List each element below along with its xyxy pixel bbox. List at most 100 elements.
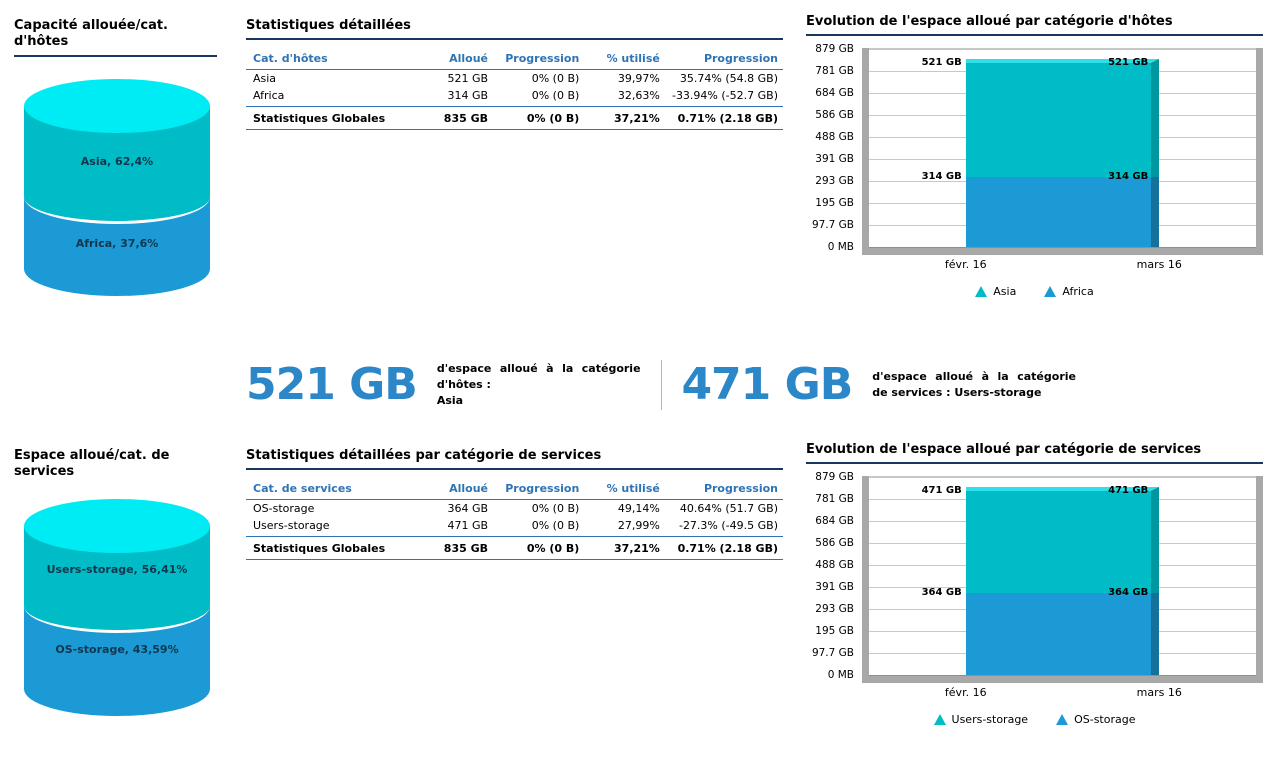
- y-tick: 391 GB: [815, 581, 854, 594]
- bar-value-label: 314 GB: [1108, 170, 1149, 182]
- bar-value-label: 364 GB: [1108, 587, 1149, 599]
- cell: -27.3% (-49.5 GB): [664, 517, 783, 538]
- table-row-global-stats: Statistiques Globales 835 GB 0% (0 B) 37…: [246, 536, 783, 561]
- services-evolution-title: Evolution de l'espace alloué par catégor…: [806, 442, 1263, 465]
- legend-item-africa: Africa: [1044, 285, 1094, 298]
- col-header-used: % utilisé: [584, 49, 665, 71]
- hosts-stats-table: Cat. d'hôtes Alloué Progression % utilis…: [246, 49, 783, 131]
- hosts-allocated-caption: d'espace alloué à la catégorie d'hôtes :…: [436, 362, 641, 407]
- table-header-row: Cat. de services Alloué Progression % ut…: [246, 479, 783, 501]
- y-axis-ticks: 879 GB 781 GB 684 GB 586 GB 488 GB 391 G…: [806, 43, 862, 253]
- cell: 0.71% (2.18 GB): [664, 536, 783, 561]
- bar-value-label: 521 GB: [1108, 57, 1149, 69]
- services-pie-title: Espace alloué/cat. de services: [14, 448, 170, 480]
- y-tick: 684 GB: [815, 87, 854, 100]
- hosts-table-title: Statistiques détaillées: [246, 18, 783, 41]
- col-header-used: % utilisé: [584, 479, 665, 501]
- right-wall: [1256, 476, 1263, 677]
- pie-top-face: [24, 78, 210, 133]
- y-tick: 195 GB: [815, 197, 854, 210]
- plot-area: 521 GB 521 GB 314 GB 314 GB: [862, 48, 1263, 256]
- cell: 0.71% (2.18 GB): [664, 106, 783, 131]
- services-allocated-caption: d'espace alloué à la catégorie de servic…: [872, 370, 1076, 399]
- table-row-os-storage: OS-storage 364 GB 0% (0 B) 49,14% 40.64%…: [246, 500, 783, 518]
- plot-grid: 471 GB 471 GB 364 GB 364 GB: [869, 476, 1256, 677]
- cell: Statistiques Globales: [246, 106, 413, 131]
- services-allocated-value: 471 GB: [681, 359, 853, 410]
- legend-marker-icon: [1044, 286, 1057, 298]
- cell: 521 GB: [447, 72, 489, 86]
- bar-value-label: 471 GB: [1108, 485, 1149, 497]
- col-header-allocated: Alloué: [412, 479, 494, 501]
- left-wall: [862, 48, 869, 249]
- legend-item-users-storage: Users-storage: [933, 713, 1028, 726]
- cell: OS-storage: [253, 502, 315, 516]
- services-pie-panel: Espace alloué/cat. de services Users-sto…: [14, 448, 217, 721]
- cell: 32,63%: [584, 87, 665, 108]
- col-header-allocated: Alloué: [412, 49, 494, 71]
- col-header-progression: Progression: [493, 49, 585, 71]
- services-stats-table: Cat. de services Alloué Progression % ut…: [246, 479, 783, 561]
- col-header-progression: Progression: [493, 479, 585, 501]
- hosts-pie-chart: Asia, 62,4% Africa, 37,6%: [24, 78, 210, 301]
- hosts-evolution-chart: 879 GB 781 GB 684 GB 586 GB 488 GB 391 G…: [806, 43, 1263, 256]
- y-tick: 97.7 GB: [811, 647, 854, 660]
- cell: 364 GB: [447, 502, 489, 516]
- legend-item-asia: Asia: [975, 285, 1016, 298]
- bar-segment-users-storage: 471 GB 471 GB: [922, 485, 1160, 594]
- cell: 471 GB: [412, 517, 494, 538]
- y-tick: 293 GB: [815, 603, 854, 616]
- cell: 37,21%: [584, 536, 665, 561]
- legend-label: Asia: [993, 285, 1017, 299]
- pie-top-face: [24, 498, 210, 553]
- hosts-evolution-panel: Evolution de l'espace alloué par catégor…: [806, 14, 1263, 298]
- x-tick: mars 16: [1136, 258, 1182, 272]
- stats-divider: [660, 360, 662, 410]
- hosts-evolution-title: Evolution de l'espace alloué par catégor…: [806, 14, 1263, 37]
- cell: 49,14%: [617, 502, 660, 516]
- y-tick: 781 GB: [815, 493, 854, 506]
- bar-value-label: 521 GB: [921, 57, 962, 69]
- y-tick: 0 MB: [827, 669, 854, 682]
- cell: Asia: [253, 72, 277, 86]
- y-tick: 391 GB: [815, 153, 854, 166]
- pie-label-os-storage: OS-storage, 43,59%: [55, 642, 179, 656]
- cell: 0% (0 B): [493, 536, 585, 561]
- cell: 40.64% (51.7 GB): [679, 502, 778, 516]
- col-header-progression-2: Progression: [664, 49, 783, 71]
- cell: Users-storage: [246, 517, 413, 538]
- bar-value-label: 314 GB: [921, 170, 962, 182]
- cell: -33.94% (-52.7 GB): [664, 87, 783, 108]
- plot-grid: 521 GB 521 GB 314 GB 314 GB: [869, 48, 1256, 249]
- table-row-asia: Asia 521 GB 0% (0 B) 39,97% 35.74% (54.8…: [246, 70, 783, 88]
- y-tick: 293 GB: [815, 175, 854, 188]
- table-row-africa: Africa 314 GB 0% (0 B) 32,63% -33.94% (-…: [246, 87, 783, 108]
- hosts-table-panel: Statistiques détaillées Cat. d'hôtes All…: [246, 18, 783, 131]
- services-pie-chart: Users-storage, 56,41% OS-storage, 43,59%: [24, 498, 210, 721]
- x-tick: févr. 16: [944, 686, 987, 700]
- cell: 0% (0 B): [493, 87, 585, 108]
- cell: 314 GB: [412, 87, 494, 108]
- pie-label-users-storage: Users-storage, 56,41%: [46, 562, 188, 576]
- x-axis-labels: févr. 16 mars 16: [869, 686, 1256, 702]
- cell: 35.74% (54.8 GB): [679, 72, 778, 86]
- col-header-category: Cat. d'hôtes: [246, 49, 413, 71]
- services-allocated-category: Users-storage: [954, 386, 1042, 399]
- pie-label-africa: Africa, 37,6%: [75, 236, 159, 250]
- x-axis-labels: févr. 16 mars 16: [869, 258, 1256, 274]
- services-table-panel: Statistiques détaillées par catégorie de…: [246, 448, 783, 561]
- col-header-progression-2: Progression: [664, 479, 783, 501]
- cell: 27,99%: [584, 517, 665, 538]
- table-header-row: Cat. d'hôtes Alloué Progression % utilis…: [246, 49, 783, 71]
- cell: 835 GB: [412, 536, 494, 561]
- x-tick: févr. 16: [944, 258, 987, 272]
- cell: Africa: [246, 87, 413, 108]
- pie-label-asia: Asia, 62,4%: [80, 154, 154, 168]
- left-wall: [862, 476, 869, 677]
- hosts-allocated-value: 521 GB: [246, 359, 418, 410]
- y-tick: 0 MB: [827, 241, 854, 254]
- hosts-pie-panel: Capacité allouée/cat. d'hôtes Asia, 62,4…: [14, 18, 217, 301]
- bar-value-label: 364 GB: [921, 587, 962, 599]
- bar-segment-asia: 521 GB 521 GB: [922, 57, 1160, 177]
- legend-item-os-storage: OS-storage: [1056, 713, 1135, 726]
